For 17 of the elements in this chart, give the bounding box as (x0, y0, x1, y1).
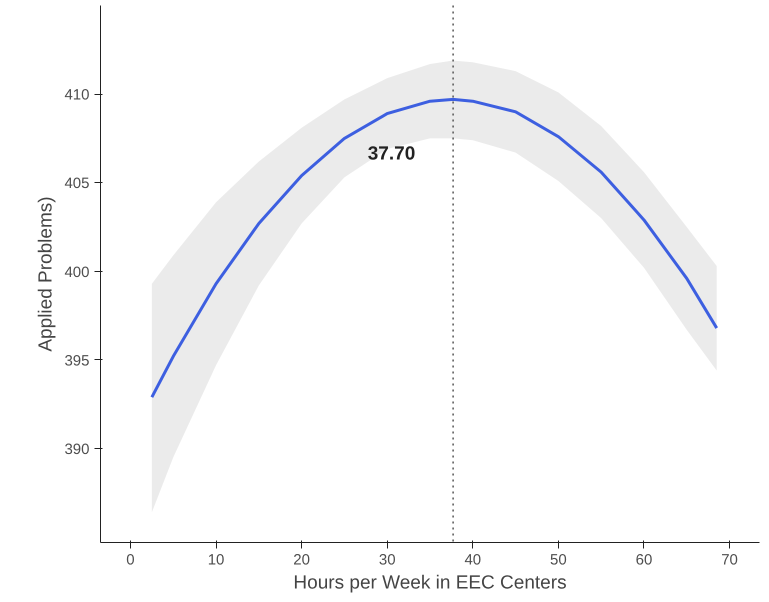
x-tick-label: 40 (464, 552, 482, 568)
annotation: 37.70 (368, 144, 416, 165)
x-tick-label: 70 (721, 552, 738, 568)
y-tick-label: 410 (64, 86, 90, 104)
y-tick-label: 405 (64, 175, 90, 192)
x-tick-label: 10 (208, 552, 224, 568)
x-tick-label: 30 (378, 552, 396, 568)
x-axis-title: Hours per Week in EEC Centers (293, 572, 567, 594)
line-series (150, 98, 718, 399)
y-tick-label: 395 (64, 352, 90, 370)
y-axis-title: Applied Problems) (35, 196, 56, 352)
y-tick-label: 390 (64, 441, 90, 458)
y-tick-label: 400 (64, 264, 90, 281)
x-tick-label: 50 (550, 552, 567, 568)
x-tick-label: 20 (293, 552, 310, 568)
x-tick-label: 0 (126, 552, 135, 568)
x-tick-label: 60 (636, 552, 652, 568)
